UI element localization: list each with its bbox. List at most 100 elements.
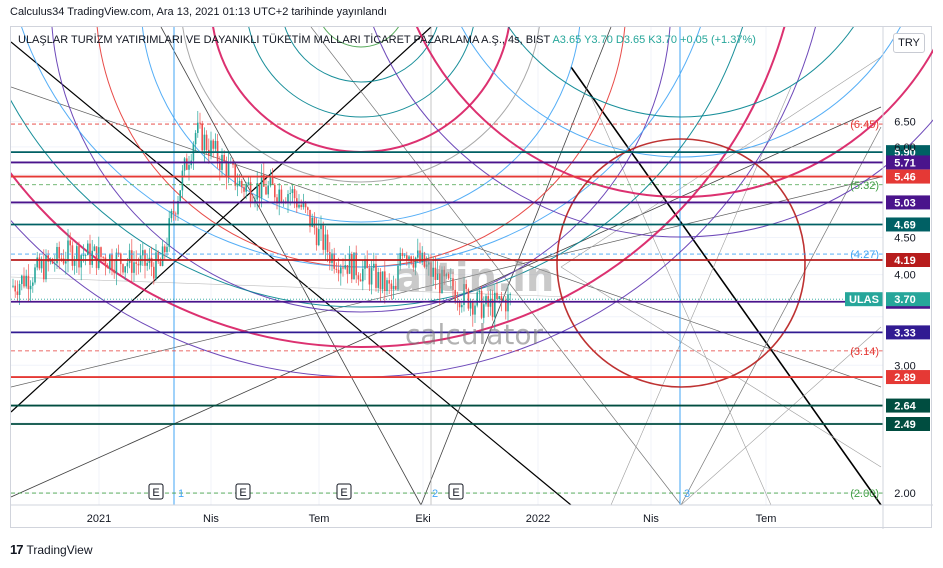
candle-body xyxy=(124,266,126,273)
candle-body xyxy=(137,263,140,266)
candle-body xyxy=(135,262,137,264)
candle-body xyxy=(505,299,507,312)
candle-body xyxy=(368,268,371,285)
candle-body xyxy=(249,182,252,202)
candle-body xyxy=(307,207,309,210)
candle-body xyxy=(122,264,124,273)
candle-body xyxy=(58,246,60,259)
candle-body xyxy=(432,267,434,277)
candle-body xyxy=(164,246,166,253)
candle-body xyxy=(436,273,439,280)
x-tick-label: Tem xyxy=(756,513,777,525)
candle-body xyxy=(379,272,382,290)
candle-body xyxy=(425,264,428,267)
candle-body xyxy=(260,174,263,198)
candle-body xyxy=(188,165,190,170)
candle-body xyxy=(51,259,54,264)
candle-body xyxy=(322,225,324,250)
candle-body xyxy=(489,298,492,307)
candle-body xyxy=(498,296,500,300)
candle-body xyxy=(476,292,478,306)
candle-body xyxy=(234,164,236,186)
currency-button[interactable]: TRY xyxy=(893,33,925,53)
fan-line xyxy=(310,27,682,506)
watermark-altin: altin.in xyxy=(395,255,555,301)
candle-body xyxy=(430,262,432,277)
cycle-number-label: 1 xyxy=(178,488,184,500)
fan-line xyxy=(11,86,882,388)
candle-body xyxy=(403,255,406,257)
candle-body xyxy=(491,298,494,318)
candle-body xyxy=(225,161,228,178)
candle-body xyxy=(43,260,45,280)
candle-body xyxy=(298,204,300,208)
earnings-marker xyxy=(235,483,251,500)
candle-body xyxy=(392,285,395,290)
gann-arc xyxy=(373,27,933,238)
candle-body xyxy=(388,280,390,284)
candle-body xyxy=(16,291,19,295)
y-tick-label: 4.50 xyxy=(894,233,915,245)
candle-body xyxy=(102,256,104,258)
candle-body xyxy=(23,275,25,287)
candle-body xyxy=(69,240,71,246)
candle-body xyxy=(111,254,113,270)
candle-body xyxy=(194,132,197,145)
candle-body xyxy=(355,252,357,276)
candle-body xyxy=(351,253,353,280)
candle-body xyxy=(443,269,445,277)
gann-arc xyxy=(11,27,743,308)
gann-arc xyxy=(556,138,806,388)
candle-body xyxy=(95,246,98,269)
candle-body xyxy=(469,301,472,309)
candle-body xyxy=(326,234,329,253)
candle-body xyxy=(300,204,302,208)
candle-body xyxy=(408,256,410,260)
last-price-badge xyxy=(886,292,930,307)
candle-body xyxy=(76,246,78,261)
candle-body xyxy=(287,194,289,203)
chart-canvas[interactable]: (6.45)(5.32)(4.27)(3.14)(2.00)(1.62) 5.9… xyxy=(11,27,933,529)
candle-body xyxy=(186,158,188,170)
candle-body xyxy=(12,285,14,287)
level-badge xyxy=(886,325,930,340)
footer-brand: 17 TradingView xyxy=(10,542,93,557)
chart-frame[interactable]: (6.45)(5.32)(4.27)(3.14)(2.00)(1.62) 5.9… xyxy=(10,26,933,529)
candle-body xyxy=(146,262,148,266)
x-tick-label: 2022 xyxy=(526,513,550,525)
candle-body xyxy=(170,210,173,219)
candle-body xyxy=(463,284,465,305)
fib-level-label: (3.14) xyxy=(850,346,879,358)
y-tick-label: 3.00 xyxy=(894,360,915,372)
candle-body xyxy=(366,259,368,269)
candle-body xyxy=(480,290,483,318)
gann-arc xyxy=(248,27,474,118)
candle-body xyxy=(54,263,56,265)
level-badge-text: 5.46 xyxy=(894,172,915,184)
candle-body xyxy=(82,255,85,256)
candle-body xyxy=(441,269,443,294)
candle-body xyxy=(364,259,366,269)
x-tick-label: Tem xyxy=(309,513,330,525)
candle-body xyxy=(267,185,269,195)
candle-body xyxy=(395,285,397,290)
candle-body xyxy=(271,176,274,185)
candle-body xyxy=(27,275,30,290)
candle-body xyxy=(60,258,63,260)
candle-body xyxy=(359,279,362,282)
candle-body xyxy=(278,189,280,204)
last-price-symbol: ULAS xyxy=(849,294,879,306)
candle-body xyxy=(87,243,89,256)
ohlc-values: A3.65 Y3.70 D3.65 K3.70 +0.05 (+1.37%) xyxy=(552,34,756,46)
gann-arc xyxy=(51,27,671,313)
candle-body xyxy=(197,122,199,133)
candle-body xyxy=(219,161,221,170)
fib-level-label: (4.27) xyxy=(850,249,879,261)
candle-body xyxy=(212,140,214,149)
y-tick-label: 6.00 xyxy=(894,142,915,154)
candle-body xyxy=(21,275,23,284)
gann-arc xyxy=(11,27,786,348)
fan-line xyxy=(680,126,882,506)
candle-body xyxy=(320,225,322,230)
fan-line xyxy=(560,266,882,468)
